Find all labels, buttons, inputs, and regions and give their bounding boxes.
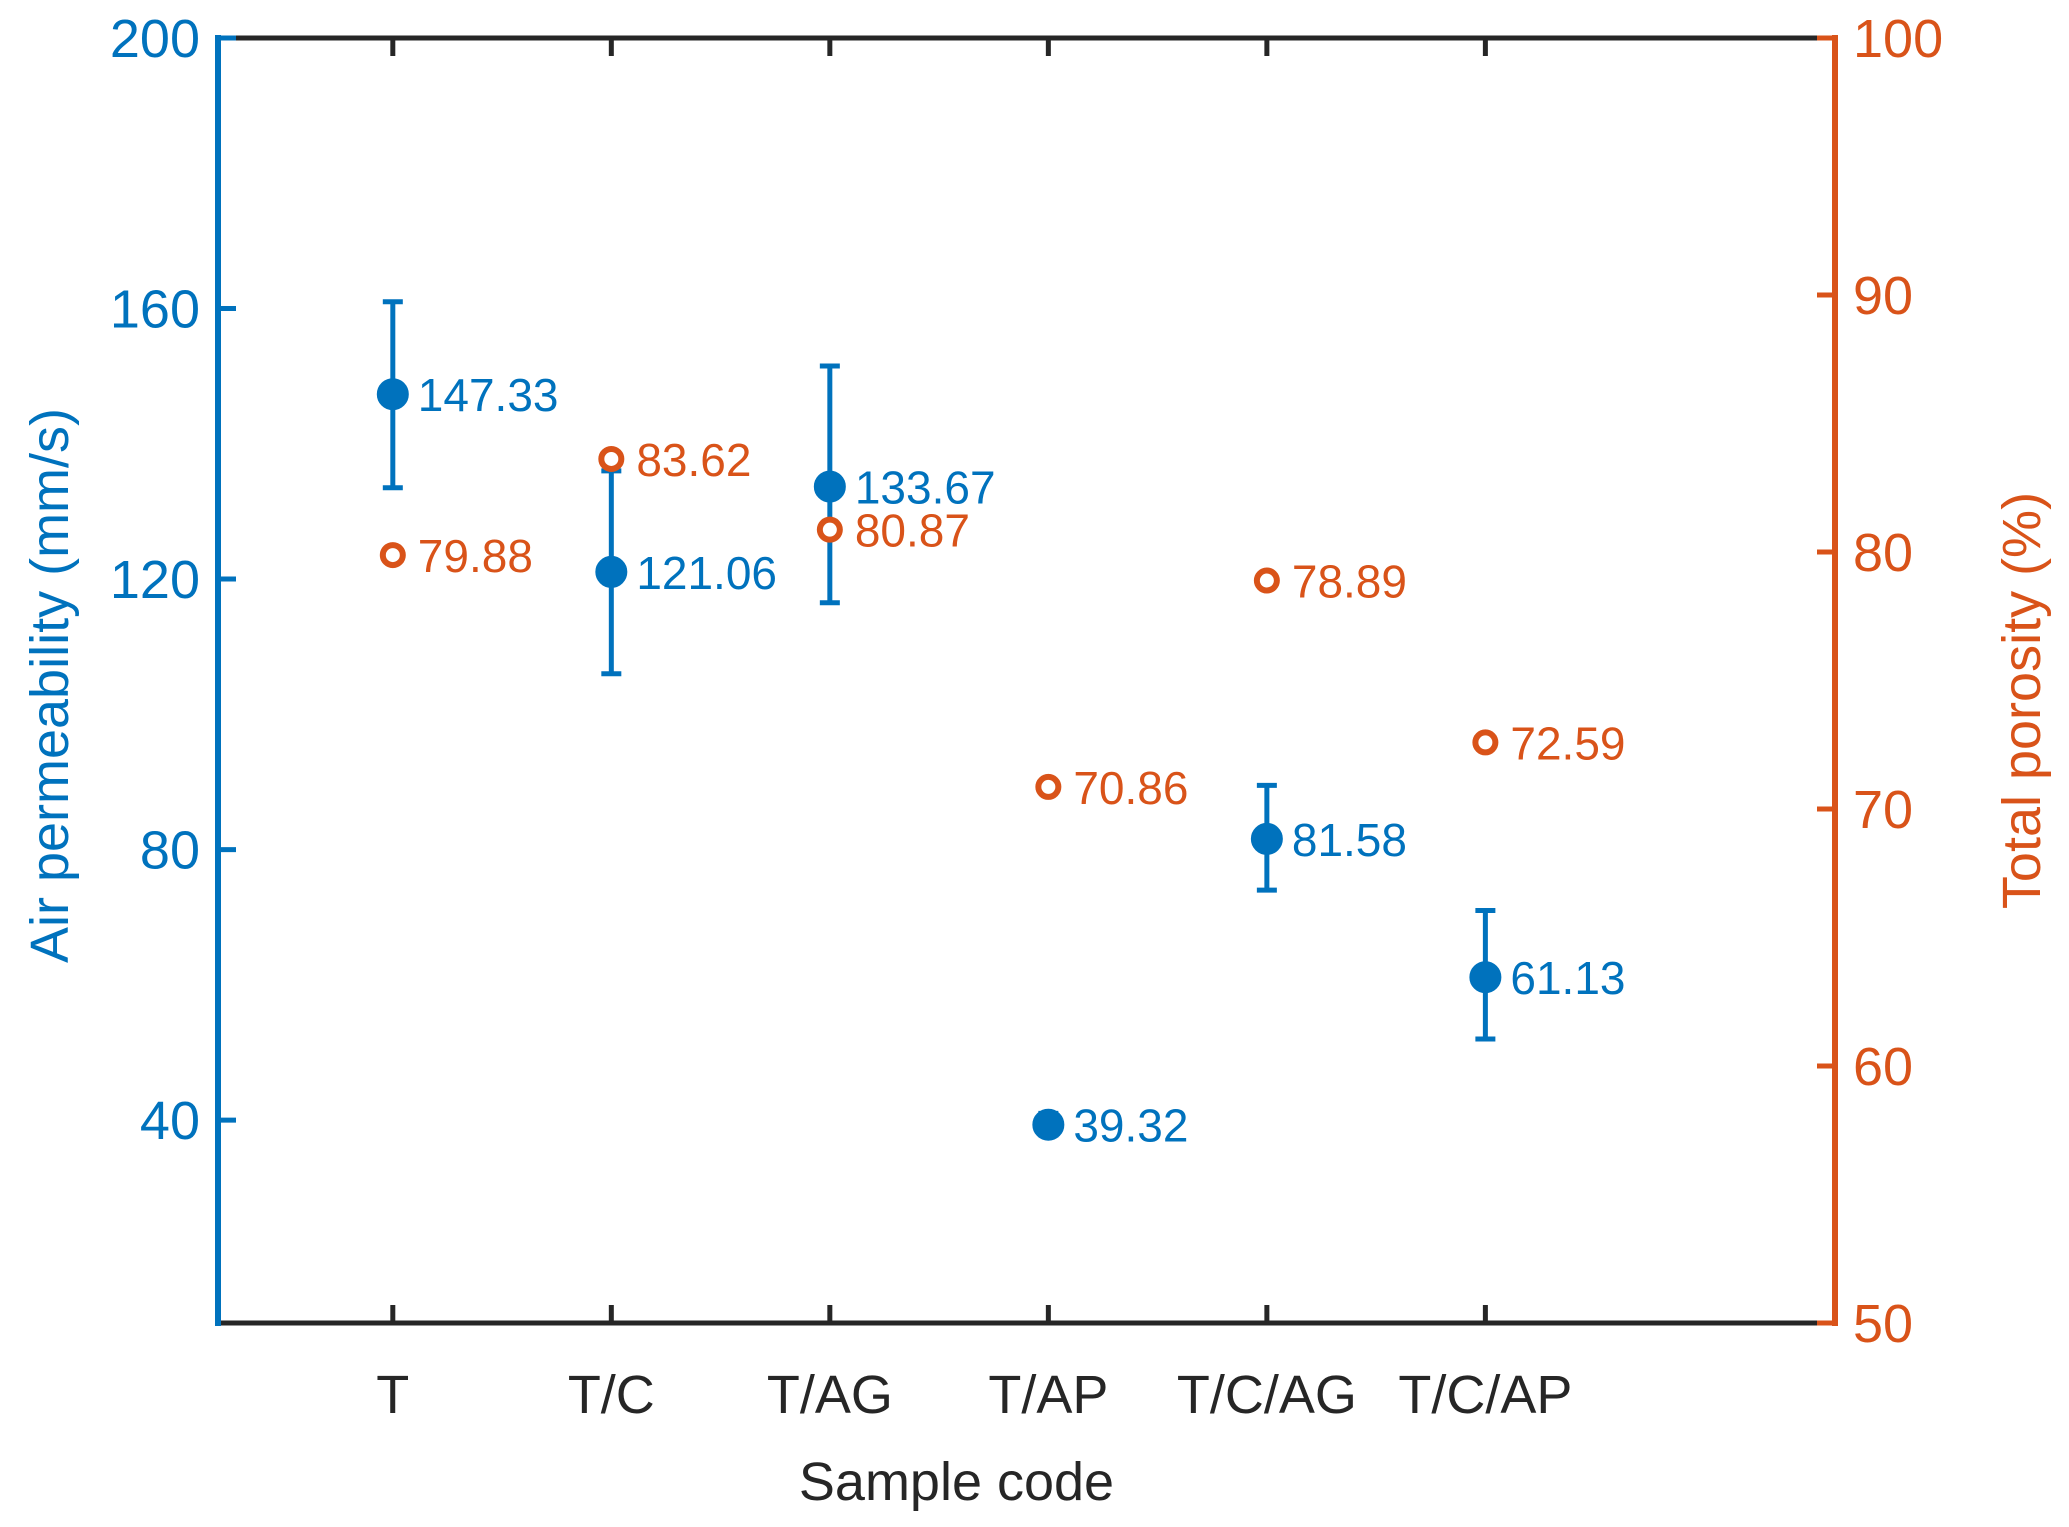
right-y-tick-label: 50 [1853,1294,1913,1354]
permeability-point [813,470,846,503]
left-y-tick-label: 80 [140,821,200,881]
permeability-point [376,378,409,411]
right-y-tick-label: 60 [1853,1037,1913,1097]
permeability-data-label: 39.32 [1073,1100,1188,1152]
porosity-data-label: 83.62 [636,434,751,486]
permeability-data-label: 81.58 [1292,814,1407,866]
permeability-data-label: 133.67 [855,462,996,514]
porosity-point [1253,567,1280,594]
left-y-tick-label: 160 [110,280,200,340]
left-y-tick-label: 40 [140,1091,200,1151]
x-tick-label: T [376,1365,409,1425]
left-y-axis-label: Air permeability (mm/s) [20,408,80,963]
permeability-data-label: 61.13 [1510,952,1625,1004]
left-y-tick-label: 200 [110,9,200,69]
x-tick-label: T/C/AP [1398,1365,1572,1425]
permeability-point [1032,1108,1065,1141]
porosity-data-label: 80.87 [855,505,970,557]
porosity-data-label: 78.89 [1292,556,1407,608]
porosity-point [816,516,843,543]
permeability-point [1250,822,1283,855]
permeability-data-label: 147.33 [418,369,559,421]
porosity-data-label: 72.59 [1510,717,1625,769]
porosity-point [1035,773,1062,800]
x-tick-label: T/C/AG [1177,1365,1357,1425]
permeability-data-label: 121.06 [636,547,777,599]
porosity-data-label: 70.86 [1073,762,1188,814]
x-tick-label: T/C [568,1365,655,1425]
porosity-data-label: 79.88 [418,530,533,582]
right-y-tick-label: 80 [1853,523,1913,583]
right-y-axis-label: Total porosity (%) [1992,492,2052,909]
right-y-tick-label: 90 [1853,266,1913,326]
x-tick-label: T/AP [988,1365,1108,1425]
porosity-point [379,542,406,569]
right-y-tick-label: 100 [1853,9,1943,69]
right-y-tick-label: 70 [1853,780,1913,840]
left-y-tick-label: 120 [110,550,200,610]
porosity-point [1472,729,1499,756]
x-tick-label: T/AG [767,1365,893,1425]
permeability-point [595,555,628,588]
permeability-point [1469,961,1502,994]
porosity-point [598,445,625,472]
x-axis-label: Sample code [799,1452,1114,1512]
